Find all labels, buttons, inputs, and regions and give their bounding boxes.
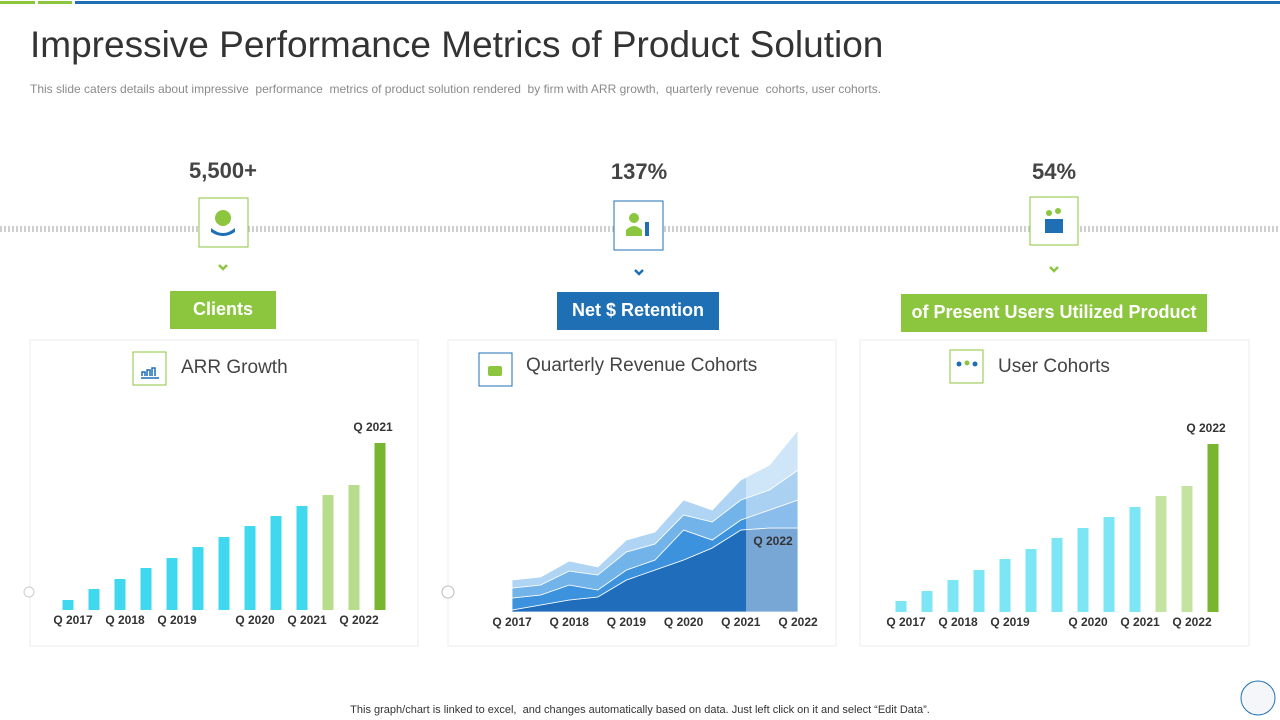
icon-shape [1046,210,1052,216]
bar [62,600,74,610]
x-tick-label: Q 2019 [157,613,197,627]
icon-shape [964,360,970,366]
charts: Q 2017 Q 2018 Q 2019 Q 2020 Q 2021 Q 2022 Q 20… [53,412,1226,629]
x-tick-label: Q 2017 [53,613,93,627]
x-tick-label: Q 2020 [664,615,704,629]
bar [999,559,1011,612]
corner-button[interactable] [1240,680,1276,716]
decor-dot [441,585,455,599]
bar [114,579,126,610]
x-tick-label: Q 2021 [287,613,327,627]
bar [1077,528,1089,612]
icon-shape [215,210,231,226]
bar [270,516,282,610]
footer-note: This graph/chart is linked to excel, and… [350,704,930,716]
bar [296,506,308,610]
panel-title: Quarterly Revenue Cohorts [526,355,757,376]
metric-label-box [901,294,1207,332]
icon-shape [972,361,978,367]
icon-shape [629,213,639,223]
annotation: Q 2022 [753,534,793,548]
metric-value: 54% [1032,159,1076,184]
metric-label-box [557,292,719,330]
panel-title: User Cohorts [998,356,1110,377]
bar [192,547,204,610]
icon-shape [488,366,502,376]
metric-icon [613,200,664,251]
metric-label: Net $ Retention [572,300,704,320]
icon-shape [1055,208,1061,214]
bar [244,526,256,610]
x-tick-label: Q 2021 [1120,615,1160,629]
icon-shape [141,367,159,379]
x-tick-label: Q 2019 [607,615,647,629]
bar [348,485,360,610]
x-tick-label: Q 2022 [1172,615,1212,629]
x-tick-label: Q 2022 [778,615,818,629]
x-tick-label: Q 2018 [105,613,145,627]
bar [140,568,152,610]
x-tick-label: Q 2021 [721,615,761,629]
top-rule [75,1,1280,4]
bar [1155,496,1167,612]
x-tick-label: Q 2020 [235,613,275,627]
x-tick-label: Q 2017 [886,615,926,629]
bar [218,537,230,610]
area [511,428,799,589]
x-tick-label: Q 2018 [938,615,978,629]
x-tick-label: Q 2018 [550,615,590,629]
chevron [1049,266,1059,273]
top-accent [0,1,35,4]
icon-shape [626,226,642,236]
title: Impressive Performance Metrics of Produc… [30,24,883,65]
bar [973,570,985,612]
icon-shape [645,222,649,236]
bar [166,558,178,610]
bar [895,601,907,612]
bar [1181,486,1193,612]
decor-dot [23,586,35,598]
metric-label: of Present Users Utilized Product [911,302,1196,322]
bar [947,580,959,612]
panel-icon [132,351,167,386]
bar [374,443,386,610]
icon-shape [1045,219,1063,233]
bar [921,591,933,612]
metric-label: Clients [193,299,253,319]
bar [322,495,334,610]
subtitle: This slide caters details about impressi… [30,82,881,96]
x-tick-label: Q 2020 [1068,615,1108,629]
metric-value: 137% [611,159,667,184]
panel-icon [949,349,984,384]
annotation: Q 2021 [353,420,393,434]
icon-shape [211,228,235,236]
chevron [218,264,228,271]
bar [1025,549,1037,612]
bar [1103,517,1115,612]
bar [88,589,100,610]
metric-label-box [170,291,276,329]
x-tick-label: Q 2022 [339,613,379,627]
highlight [746,412,798,612]
metric-value: 5,500+ [189,158,257,183]
bar [1129,507,1141,612]
x-tick-label: Q 2017 [492,615,532,629]
top-accent [38,1,72,4]
icon-shape [956,361,962,367]
chevron [634,269,644,276]
panel-title: ARR Growth [181,357,288,378]
annotation: Q 2022 [1186,421,1226,435]
x-tick-label: Q 2019 [990,615,1030,629]
bar [1051,538,1063,612]
bar [1207,444,1219,612]
